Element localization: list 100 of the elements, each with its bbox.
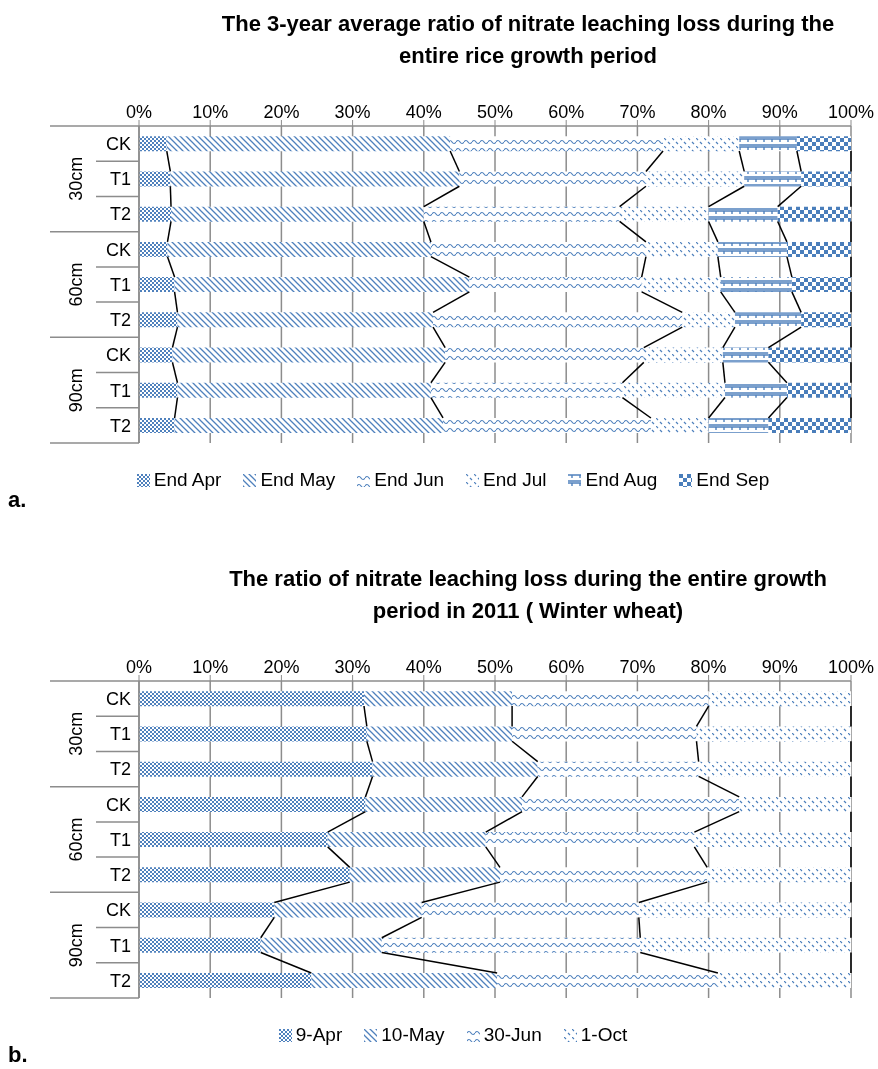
y-tick-label: T1 [109,724,131,745]
y-tick-label: CK [105,345,131,366]
x-tick-label: 40% [405,657,442,677]
bar [734,312,802,328]
bar [645,241,718,257]
bar [139,972,312,988]
bar [744,171,802,187]
chart-title: The 3-year average ratio of nitrate leaching loss during the entire rice growth period [220,10,836,70]
x-tick-label: 20% [263,657,300,677]
bar [177,382,431,398]
bar [327,832,486,848]
bar [174,277,470,293]
bar [801,312,851,328]
legend-label: End Sep [696,469,770,491]
chart-title: The ratio of nitrate leaching loss during the entire growth period in 2011 ( Winter wheat) [228,565,828,625]
x-tick-label: 0% [125,657,153,677]
bar [433,312,683,328]
x-tick-label: 80% [690,657,727,677]
text: b. [8,1042,28,1068]
y-tick-label: T2 [109,759,131,780]
bar [717,241,787,257]
x-tick-label: 100% [827,657,875,677]
bar [698,761,851,777]
legend-label: 9-Apr [295,1024,343,1046]
bar [167,241,431,257]
legend-label: End Jul [483,469,547,491]
bar [139,312,178,328]
x-tick-label: 90% [761,102,798,122]
bar [366,726,513,742]
y-tick-label: CK [105,900,131,921]
bar [171,206,424,222]
text: 30cm [66,711,86,756]
bar [638,902,851,918]
bar [430,382,623,398]
bar [177,312,434,328]
bar [708,206,778,222]
bar [485,832,695,848]
x-tick-label: 50% [476,657,514,677]
bar [443,417,651,433]
text: a. [8,487,27,513]
bar [139,796,366,812]
bar [430,241,646,257]
bar [512,726,697,742]
bar [650,417,709,433]
bar [739,136,797,152]
bar [139,417,175,433]
bar [139,241,168,257]
x-tick-label: 90% [761,657,798,677]
bar [663,136,740,152]
y-tick-label: T1 [109,274,131,295]
bar [459,171,646,187]
legend-label: End Apr [153,469,222,491]
bar [311,972,498,988]
x-tick-label: 30% [334,657,371,677]
bar [139,726,367,742]
bar [796,136,851,152]
bar [363,691,513,707]
bar [274,902,422,918]
bar [139,347,173,363]
bar [786,241,851,257]
y-tick-label: T1 [109,935,131,956]
bar [497,972,718,988]
bar [499,867,708,883]
y-tick-label: CK [105,794,131,815]
bar [708,691,851,707]
text: 90cm [66,368,86,413]
y-tick-label: CK [105,239,131,260]
legend-label: 30-Jun [483,1024,542,1046]
bar [381,937,641,953]
bar [172,347,446,363]
bar [722,347,769,363]
text: 90cm [66,923,86,968]
bar [641,277,721,293]
x-tick-label: 20% [263,102,300,122]
y-tick-label: CK [105,134,131,154]
bar [139,761,373,777]
x-tick-label: 80% [690,102,727,122]
bar [786,382,851,398]
bar [349,867,500,883]
bar [372,761,538,777]
y-tick-label: T2 [109,970,131,991]
bar [139,382,178,398]
bar [469,277,642,293]
bar [768,417,851,433]
legend-label: 10-May [381,1024,445,1046]
bar [708,417,769,433]
x-tick-label: 70% [619,657,656,677]
bar [791,277,851,293]
y-tick-label: T2 [109,204,131,225]
bar [174,417,444,433]
bar [801,171,851,187]
bar [139,867,350,883]
bar [619,206,709,222]
bar [645,171,745,187]
bar [512,691,709,707]
bar [139,277,175,293]
bar [139,691,364,707]
y-tick-label: CK [105,689,131,709]
y-tick-label: T2 [109,865,131,886]
bar [139,902,275,918]
